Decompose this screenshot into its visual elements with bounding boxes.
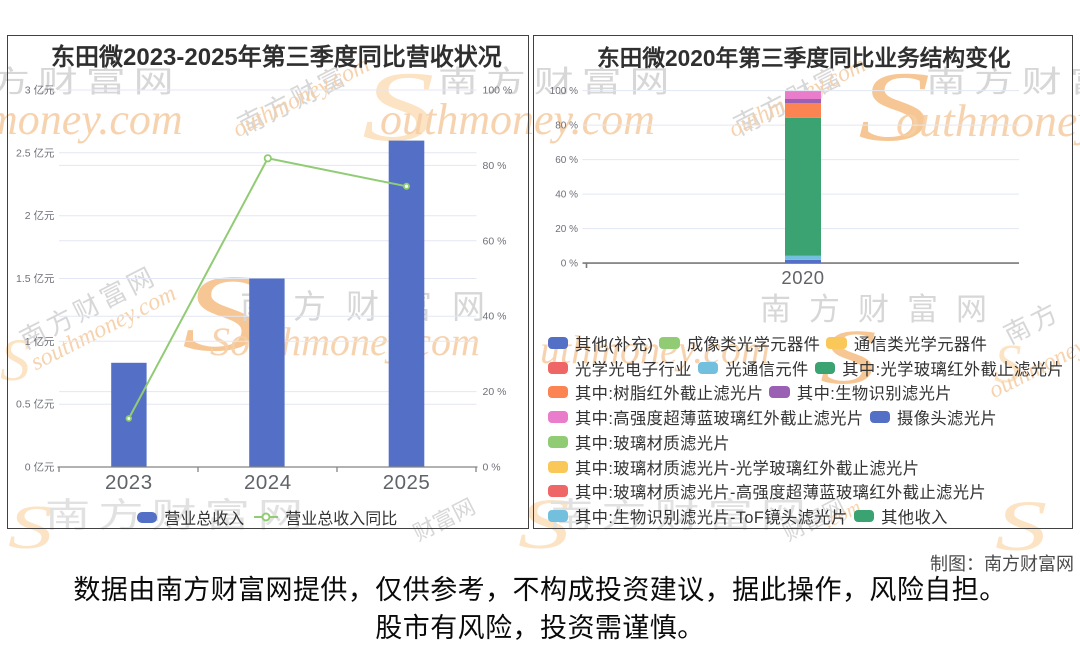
svg-text:1.5 亿元: 1.5 亿元: [16, 272, 55, 285]
svg-text:0.5 亿元: 0.5 亿元: [16, 398, 55, 411]
svg-text:2.5 亿元: 2.5 亿元: [16, 146, 55, 159]
svg-text:0 亿元: 0 亿元: [25, 461, 55, 474]
svg-text:60 %: 60 %: [555, 155, 578, 166]
svg-text:80 %: 80 %: [555, 121, 578, 132]
svg-text:3 亿元: 3 亿元: [25, 84, 55, 97]
svg-text:2023: 2023: [105, 471, 153, 494]
svg-text:80 %: 80 %: [483, 160, 507, 172]
svg-text:60 %: 60 %: [483, 235, 507, 247]
svg-text:20 %: 20 %: [555, 224, 578, 235]
svg-text:20 %: 20 %: [483, 386, 507, 398]
svg-text:0 %: 0 %: [561, 259, 578, 270]
svg-text:2025: 2025: [383, 471, 431, 494]
svg-text:40 %: 40 %: [483, 311, 507, 323]
svg-text:1 亿元: 1 亿元: [25, 335, 55, 348]
svg-text:100 %: 100 %: [550, 86, 578, 97]
svg-text:2 亿元: 2 亿元: [25, 209, 55, 222]
svg-text:2024: 2024: [244, 471, 292, 494]
svg-text:2020: 2020: [781, 267, 824, 288]
svg-text:100 %: 100 %: [483, 85, 513, 97]
svg-text:0 %: 0 %: [483, 462, 501, 474]
svg-text:40 %: 40 %: [555, 190, 578, 201]
